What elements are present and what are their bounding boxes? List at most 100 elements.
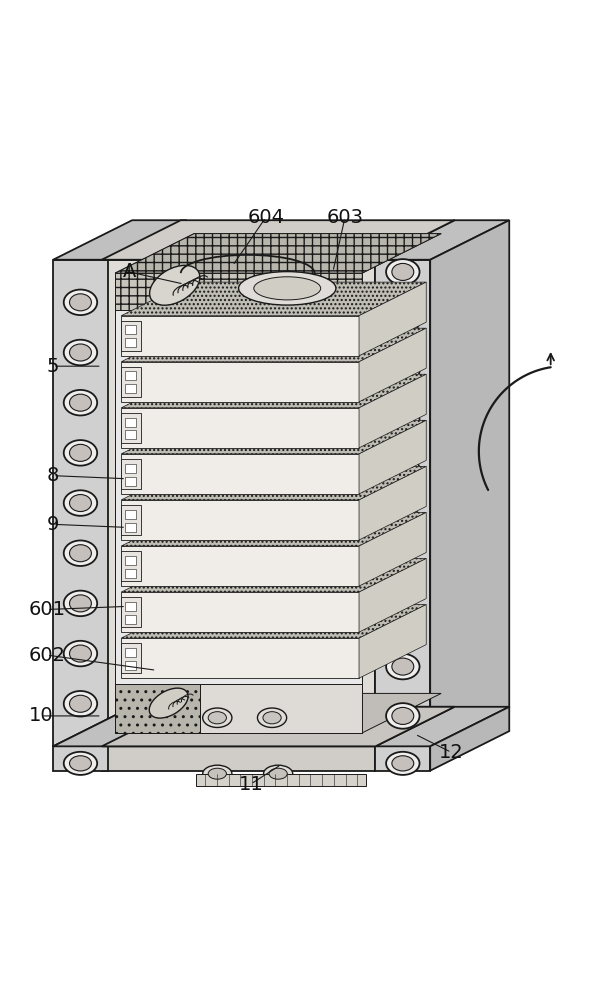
Ellipse shape: [64, 490, 97, 516]
Text: A: A: [122, 262, 136, 281]
Polygon shape: [121, 505, 141, 535]
Polygon shape: [125, 648, 136, 657]
Polygon shape: [359, 466, 426, 540]
Ellipse shape: [203, 765, 232, 782]
Polygon shape: [115, 234, 441, 273]
Ellipse shape: [257, 708, 287, 727]
Polygon shape: [121, 282, 426, 316]
Ellipse shape: [64, 390, 97, 415]
Ellipse shape: [386, 506, 420, 531]
Text: 12: 12: [439, 743, 464, 762]
Ellipse shape: [263, 712, 281, 724]
Ellipse shape: [392, 658, 414, 675]
Polygon shape: [53, 260, 108, 746]
Ellipse shape: [208, 712, 227, 724]
Ellipse shape: [64, 691, 97, 717]
Ellipse shape: [392, 461, 414, 478]
Polygon shape: [125, 430, 136, 439]
Polygon shape: [125, 602, 136, 611]
Polygon shape: [125, 661, 136, 670]
Polygon shape: [115, 684, 200, 733]
Ellipse shape: [386, 456, 420, 482]
Polygon shape: [121, 605, 426, 638]
Ellipse shape: [70, 695, 92, 712]
Ellipse shape: [70, 645, 92, 662]
Polygon shape: [359, 558, 426, 632]
Ellipse shape: [70, 545, 92, 562]
Ellipse shape: [208, 768, 227, 779]
Ellipse shape: [64, 641, 97, 666]
Ellipse shape: [386, 555, 420, 581]
Ellipse shape: [70, 595, 92, 612]
Polygon shape: [121, 638, 359, 678]
Polygon shape: [121, 512, 426, 546]
Ellipse shape: [64, 440, 97, 466]
Ellipse shape: [386, 654, 420, 679]
Polygon shape: [125, 371, 136, 380]
Ellipse shape: [386, 358, 420, 383]
Ellipse shape: [64, 290, 97, 315]
Ellipse shape: [392, 707, 414, 724]
Text: 9: 9: [47, 515, 59, 534]
Ellipse shape: [392, 559, 414, 576]
Text: 10: 10: [29, 706, 53, 725]
Polygon shape: [121, 408, 359, 448]
Polygon shape: [121, 413, 141, 443]
Ellipse shape: [392, 263, 414, 280]
Polygon shape: [375, 260, 430, 746]
Polygon shape: [121, 643, 141, 673]
Polygon shape: [125, 338, 136, 347]
Polygon shape: [121, 546, 359, 586]
Ellipse shape: [64, 591, 97, 616]
Ellipse shape: [70, 344, 92, 361]
Polygon shape: [121, 420, 426, 454]
Polygon shape: [102, 220, 455, 260]
Polygon shape: [53, 707, 187, 746]
Polygon shape: [196, 774, 367, 786]
Polygon shape: [125, 464, 136, 473]
Ellipse shape: [392, 609, 414, 626]
Polygon shape: [375, 707, 455, 771]
Ellipse shape: [386, 752, 420, 775]
Ellipse shape: [392, 362, 414, 379]
Polygon shape: [125, 477, 136, 486]
Polygon shape: [359, 512, 426, 586]
Ellipse shape: [64, 540, 97, 566]
Text: 601: 601: [29, 600, 65, 619]
Polygon shape: [125, 569, 136, 578]
Polygon shape: [121, 500, 359, 540]
Polygon shape: [125, 615, 136, 624]
Polygon shape: [121, 466, 426, 500]
Polygon shape: [121, 592, 359, 632]
Polygon shape: [359, 282, 426, 356]
Ellipse shape: [70, 756, 92, 771]
Polygon shape: [121, 551, 141, 581]
Polygon shape: [375, 220, 509, 260]
Ellipse shape: [386, 604, 420, 630]
Polygon shape: [125, 556, 136, 565]
Text: 603: 603: [326, 208, 364, 227]
Ellipse shape: [386, 703, 420, 729]
Polygon shape: [115, 693, 441, 733]
Ellipse shape: [149, 688, 188, 718]
Ellipse shape: [254, 277, 321, 300]
Polygon shape: [430, 707, 509, 771]
Ellipse shape: [392, 411, 414, 428]
Polygon shape: [115, 273, 362, 733]
Polygon shape: [121, 316, 359, 356]
Polygon shape: [125, 510, 136, 519]
Ellipse shape: [150, 265, 200, 305]
Ellipse shape: [70, 495, 92, 512]
Ellipse shape: [386, 308, 420, 334]
Polygon shape: [102, 260, 375, 746]
Ellipse shape: [239, 272, 336, 305]
Polygon shape: [121, 362, 359, 402]
Polygon shape: [121, 328, 426, 362]
Polygon shape: [359, 374, 426, 448]
Polygon shape: [121, 367, 141, 397]
Polygon shape: [115, 234, 441, 273]
Ellipse shape: [263, 765, 293, 782]
Polygon shape: [121, 459, 141, 489]
Polygon shape: [115, 273, 362, 310]
Polygon shape: [121, 374, 426, 408]
